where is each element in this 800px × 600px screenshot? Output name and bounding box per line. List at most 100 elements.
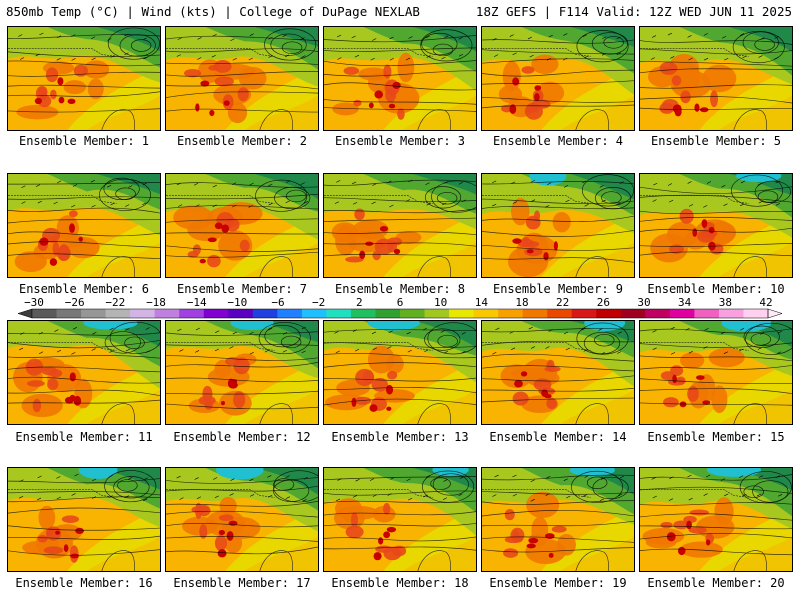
colorbar-tick-label: 2 (356, 296, 363, 309)
colorbar-segment (743, 309, 769, 318)
temperature-map-image (482, 468, 634, 571)
colorbar-tick-label: 6 (396, 296, 404, 309)
ensemble-member-label: Ensemble Member: 10 (647, 282, 785, 296)
temperature-map-image (482, 27, 634, 130)
ensemble-map-panel (639, 320, 793, 425)
temperature-map-image (166, 468, 318, 571)
ensemble-member-label: Ensemble Member: 3 (334, 134, 466, 148)
colorbar-tick-label: 10 (434, 296, 448, 309)
temperature-map-image (640, 468, 792, 571)
colorbar-segment (645, 309, 671, 318)
ensemble-map-panel (165, 26, 319, 131)
ensemble-map-panel (165, 173, 319, 278)
colorbar-segment (375, 309, 401, 318)
temperature-map-image (324, 174, 476, 277)
colorbar-tick-label: 26 (596, 296, 610, 309)
temperature-map-image (640, 174, 792, 277)
ensemble-member-label: Ensemble Member: 5 (650, 134, 782, 148)
temperature-map-image (482, 174, 634, 277)
model-run-info: 18Z GEFS | F114 Valid: 12Z WED JUN 11 20… (475, 4, 792, 19)
colorbar-segment (596, 309, 622, 318)
colorbar-tick-label: 34 (678, 296, 692, 309)
ensemble-member-label: Ensemble Member: 6 (18, 282, 150, 296)
ensemble-member-label: Ensemble Member: 2 (176, 134, 308, 148)
ensemble-member-label: Ensemble Member: 14 (489, 430, 627, 444)
ensemble-map-panel (323, 26, 477, 131)
temperature-map-image (8, 321, 160, 424)
ensemble-member-label: Ensemble Member: 19 (489, 576, 627, 590)
ensemble-member-label: Ensemble Member: 15 (647, 430, 785, 444)
ensemble-map-panel (639, 467, 793, 572)
colorbar-tick-label: 22 (556, 296, 570, 309)
colorbar-segment (350, 309, 376, 318)
colorbar-segment (105, 309, 131, 318)
ensemble-map-panel (7, 26, 161, 131)
ensemble-map-panel (165, 467, 319, 572)
temperature-map-image (166, 27, 318, 130)
colorbar-segment (203, 309, 229, 318)
ensemble-map-panel (481, 173, 635, 278)
colorbar-segment (498, 309, 524, 318)
colorbar-tick-label: −30 (24, 296, 44, 309)
ensemble-map-panel (165, 320, 319, 425)
colorbar-tick-label: 42 (759, 296, 773, 309)
ensemble-map-panel (481, 467, 635, 572)
temperature-map-image (324, 468, 476, 571)
colorbar-segment (228, 309, 254, 318)
colorbar-segment (400, 309, 426, 318)
ensemble-map-panel (323, 173, 477, 278)
colorbar-tick-label: 38 (718, 296, 732, 309)
colorbar-segment (56, 309, 82, 318)
colorbar-tick-label: −2 (312, 296, 326, 309)
colorbar-segment (449, 309, 475, 318)
colorbar-segment (130, 309, 156, 318)
colorbar-segment (473, 309, 499, 318)
temperature-map-image (324, 321, 476, 424)
temperature-map-image (8, 174, 160, 277)
ensemble-map-panel (323, 467, 477, 572)
ensemble-map-panel (7, 173, 161, 278)
ensemble-map-panel (639, 173, 793, 278)
colorbar-segment (694, 309, 720, 318)
ensemble-member-label: Ensemble Member: 18 (331, 576, 469, 590)
colorbar-tick-label: −6 (271, 296, 285, 309)
colorbar-tick-label: 30 (637, 296, 651, 309)
temperature-map-image (324, 27, 476, 130)
ensemble-map-panel (481, 26, 635, 131)
temperature-map-image (166, 174, 318, 277)
colorbar-segment (277, 309, 303, 318)
ensemble-member-label: Ensemble Member: 9 (492, 282, 624, 296)
temperature-map-image (640, 321, 792, 424)
ensemble-member-label: Ensemble Member: 7 (176, 282, 308, 296)
temperature-map-image (8, 27, 160, 130)
colorbar-tick-label: 14 (474, 296, 488, 309)
colorbar-tick-label: −22 (105, 296, 126, 309)
colorbar-segment (154, 309, 180, 318)
temperature-colorbar (17, 308, 783, 319)
temperature-map-image (166, 321, 318, 424)
colorbar-tick-label: 18 (515, 296, 529, 309)
colorbar-segment (81, 309, 107, 318)
ensemble-member-label: Ensemble Member: 12 (173, 430, 311, 444)
colorbar-segment (32, 309, 58, 318)
ensemble-member-label: Ensemble Member: 8 (334, 282, 466, 296)
colorbar-tick-label: −26 (64, 296, 85, 309)
colorbar-segment (571, 309, 597, 318)
ensemble-member-label: Ensemble Member: 13 (331, 430, 469, 444)
ensemble-map-panel (7, 320, 161, 425)
colorbar-segment (620, 309, 646, 318)
colorbar-segment (522, 309, 548, 318)
ensemble-map-panel (7, 467, 161, 572)
colorbar-segment (424, 309, 450, 318)
colorbar-segment (252, 309, 278, 318)
colorbar-segment (547, 309, 573, 318)
temperature-map-image (8, 468, 160, 571)
ensemble-map-panel (481, 320, 635, 425)
colorbar-segment (301, 309, 327, 318)
temperature-map-image (482, 321, 634, 424)
colorbar-tick-label: −18 (146, 296, 166, 309)
colorbar-tick-label: −10 (227, 296, 248, 309)
colorbar-tick-labels: −30 −26 −22 −18 −14 −10 −6 −2 2 6 10 14 18 22 26 30 34 38… (0, 296, 800, 309)
ensemble-member-label: Ensemble Member: 1 (18, 134, 150, 148)
ensemble-member-label: Ensemble Member: 11 (15, 430, 153, 444)
